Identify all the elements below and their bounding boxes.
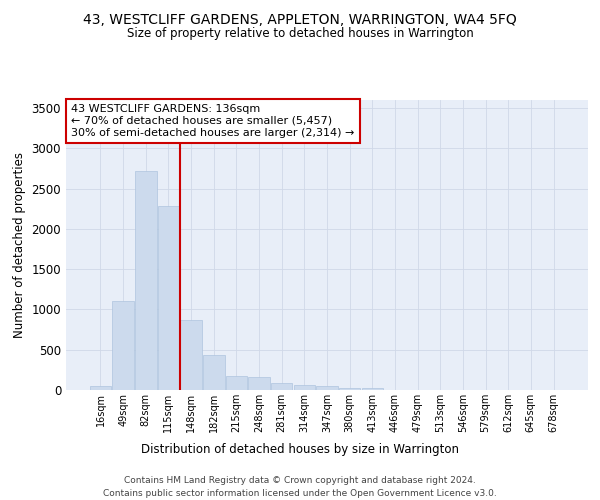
- Bar: [271, 383, 292, 390]
- Bar: [226, 376, 247, 390]
- Bar: [248, 376, 270, 390]
- Y-axis label: Number of detached properties: Number of detached properties: [13, 152, 26, 338]
- Text: Size of property relative to detached houses in Warrington: Size of property relative to detached ho…: [127, 28, 473, 40]
- Bar: [112, 300, 134, 390]
- Text: 43, WESTCLIFF GARDENS, APPLETON, WARRINGTON, WA4 5FQ: 43, WESTCLIFF GARDENS, APPLETON, WARRING…: [83, 12, 517, 26]
- Bar: [203, 356, 224, 390]
- Bar: [158, 206, 179, 390]
- Text: 43 WESTCLIFF GARDENS: 136sqm
← 70% of detached houses are smaller (5,457)
30% of: 43 WESTCLIFF GARDENS: 136sqm ← 70% of de…: [71, 104, 355, 138]
- Text: Distribution of detached houses by size in Warrington: Distribution of detached houses by size …: [141, 442, 459, 456]
- Text: Contains public sector information licensed under the Open Government Licence v3: Contains public sector information licen…: [103, 489, 497, 498]
- Bar: [293, 385, 315, 390]
- Bar: [90, 386, 111, 390]
- Bar: [339, 388, 361, 390]
- Bar: [316, 386, 338, 390]
- Bar: [362, 388, 383, 390]
- Text: Contains HM Land Registry data © Crown copyright and database right 2024.: Contains HM Land Registry data © Crown c…: [124, 476, 476, 485]
- Bar: [181, 320, 202, 390]
- Bar: [135, 171, 157, 390]
